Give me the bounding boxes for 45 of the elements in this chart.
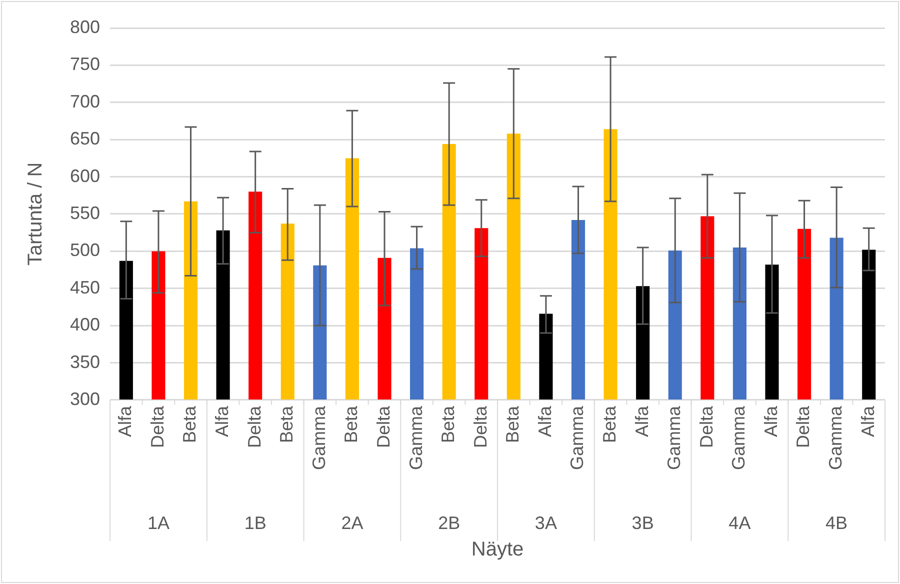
x-tick-label: Delta	[147, 405, 168, 448]
x-tick-label: Gamma	[826, 405, 846, 470]
x-tick-label: Delta	[793, 405, 814, 448]
y-tick-label: 400	[70, 314, 100, 335]
x-tick-label: Alfa	[858, 405, 878, 438]
text: 3A	[534, 512, 557, 533]
x-tick-label: Gamma	[728, 405, 749, 470]
x-axis-title: Näyte	[471, 538, 524, 561]
y-tick-label: 550	[70, 202, 100, 223]
x-tick-label: Gamma	[567, 405, 588, 470]
x-tick-label: Beta	[341, 405, 362, 444]
text: 1B	[244, 512, 266, 533]
x-tick-label: Gamma	[664, 405, 684, 470]
x-tick-label: Beta	[600, 405, 620, 444]
y-tick-label: 500	[70, 240, 100, 260]
x-tick-label: Beta	[502, 405, 523, 444]
x-tick-label: Delta	[244, 405, 264, 448]
x-tick-label: Gamma	[406, 405, 426, 470]
y-tick-label: 350	[70, 352, 100, 372]
x-tick-label: Alfa	[632, 405, 652, 438]
x-tick-label: Alfa	[534, 405, 555, 438]
y-axis-title: Tartunta / N	[24, 162, 47, 266]
text: 2A	[341, 512, 364, 533]
x-tick-label: Gamma	[308, 405, 329, 470]
x-tick-label: Delta	[470, 405, 490, 448]
text: 4B	[826, 512, 848, 533]
x-tick-label: Delta	[373, 405, 394, 448]
y-tick-label: 700	[70, 91, 100, 112]
y-tick-label: 800	[70, 16, 100, 37]
x-tick-label: Alfa	[760, 405, 781, 438]
text: 2B	[438, 512, 460, 533]
y-tick-label: 750	[70, 54, 100, 74]
x-tick-label: Alfa	[115, 405, 136, 438]
x-tick-label: Alfa	[212, 405, 232, 438]
x-tick-label: Beta	[438, 405, 458, 444]
y-tick-label: 300	[70, 388, 100, 409]
x-tick-label: Beta	[276, 405, 297, 444]
y-tick-label: 650	[70, 128, 100, 149]
text: 3B	[632, 512, 654, 533]
text: 1A	[147, 512, 170, 533]
x-tick-label: Delta	[696, 405, 716, 448]
text: 4A	[728, 512, 751, 533]
y-tick-label: 450	[70, 277, 100, 298]
x-tick-label: Beta	[180, 405, 200, 444]
y-tick-label: 600	[70, 166, 100, 186]
